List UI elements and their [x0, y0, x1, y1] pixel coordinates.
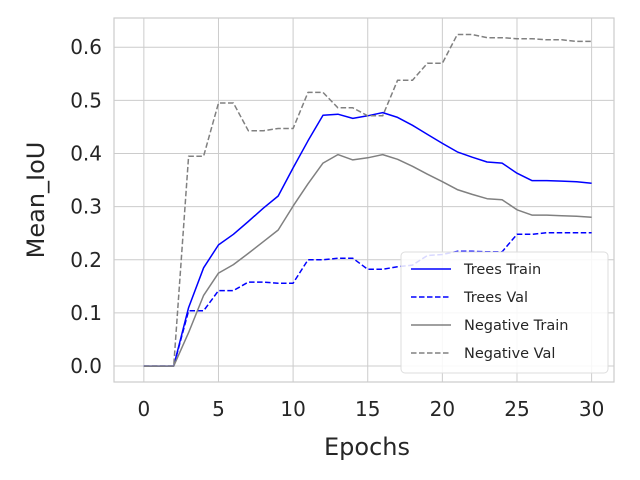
x-tick-label: 20 [430, 397, 455, 421]
x-tick-label: 0 [137, 397, 150, 421]
x-tick-label: 5 [212, 397, 225, 421]
x-tick-label: 10 [280, 397, 305, 421]
series-line-trees-val [143, 231, 592, 367]
y-tick-label: 0.4 [70, 142, 102, 166]
y-tick-label: 0.5 [70, 88, 102, 112]
x-tick-label: 30 [579, 397, 604, 421]
legend-label-negative-train: Negative Train [464, 318, 568, 334]
series-line-negative-train [143, 153, 592, 367]
x-tick-label: 25 [504, 397, 529, 421]
x-tick-label: 15 [355, 397, 380, 421]
legend-label-trees-val: Trees Val [463, 290, 528, 306]
y-tick-label: 0.6 [70, 35, 102, 59]
y-tick-label: 0.0 [70, 354, 102, 378]
y-tick-label: 0.2 [70, 248, 102, 272]
legend-label-negative-val: Negative Val [464, 346, 555, 362]
x-axis-label: Epochs [324, 433, 410, 461]
y-tick-label: 0.3 [70, 195, 102, 219]
y-tick-label: 0.1 [70, 301, 102, 325]
legend-box [400, 251, 609, 374]
legend-label-trees-train: Trees Train [463, 262, 541, 278]
y-axis-label: Mean_IoU [22, 142, 50, 259]
series-line-negative-val [143, 33, 592, 367]
legend: Trees Train Trees Val Negative Train Negati… [400, 251, 609, 374]
